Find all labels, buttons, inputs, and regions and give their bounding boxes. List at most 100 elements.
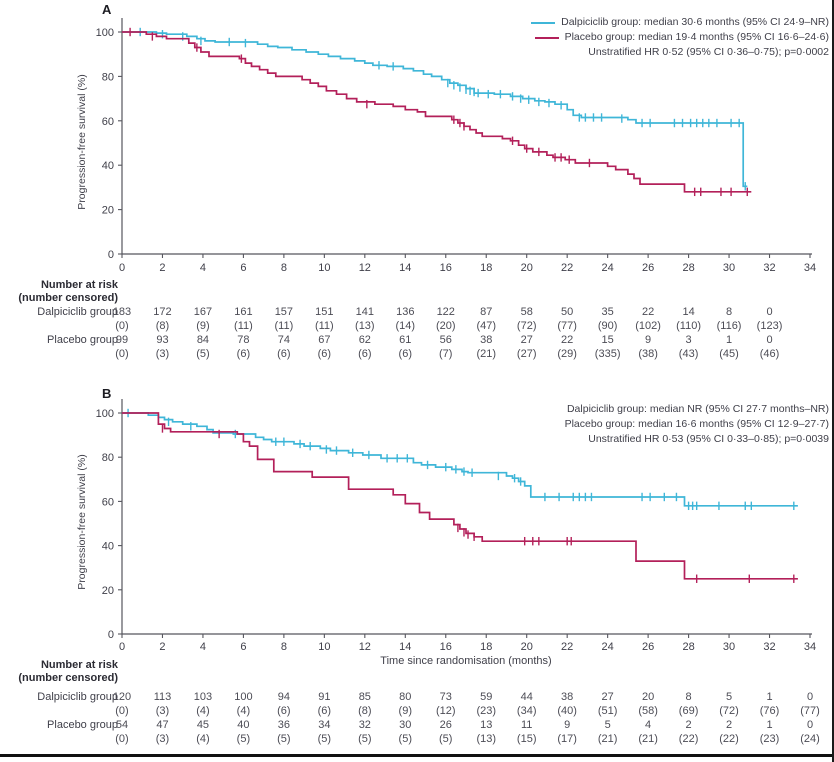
censored-value: (8) [155, 320, 170, 332]
at-risk-value: 5 [725, 691, 733, 703]
at-risk-value: 40 [237, 719, 250, 731]
censored-value: (77) [557, 320, 577, 332]
censored-value: (11) [274, 320, 294, 332]
at-risk-value: 20 [641, 691, 655, 703]
x-tick-label: 18 [480, 641, 492, 653]
legend-text: Placebo group: median 19·4 months (95% C… [564, 31, 829, 43]
at-risk-value: 120 [112, 691, 132, 703]
censored-value: (6) [317, 705, 332, 717]
at-risk-value: 13 [480, 719, 493, 731]
x-tick-label: 10 [318, 262, 330, 274]
censored-value: (38) [638, 348, 658, 360]
at-risk-value: 113 [153, 691, 172, 703]
y-tick-label: 60 [102, 116, 114, 128]
at-risk-value: 85 [358, 691, 371, 703]
at-risk-value: 99 [115, 334, 129, 346]
censored-value: (21) [638, 733, 658, 745]
x-tick-label: 28 [682, 641, 694, 653]
at-risk-value: 80 [399, 691, 412, 703]
placebo-line-swatch-icon [534, 36, 559, 39]
x-tick-label: 26 [642, 641, 654, 653]
at-risk-value: 44 [520, 691, 533, 703]
at-risk-value: 27 [520, 334, 533, 346]
y-tick-label: 0 [108, 249, 114, 261]
at-risk-value: 59 [480, 691, 493, 703]
at-risk-value: 30 [399, 719, 412, 731]
at-risk-value: 34 [318, 719, 331, 731]
at-risk-value: 5 [604, 719, 611, 731]
censored-value: (43) [678, 348, 699, 360]
at-risk-value: 45 [196, 719, 210, 731]
censored-value: (3) [155, 348, 170, 360]
x-tick-label: 10 [318, 641, 330, 653]
at-risk-value: 15 [601, 334, 614, 346]
at-risk-value: 93 [156, 334, 169, 346]
censored-value: (23) [759, 733, 780, 745]
km-curve-placebo-group [122, 31, 752, 193]
panel-b-label: B [102, 386, 112, 401]
y-tick-label: 80 [102, 452, 114, 464]
x-tick-label: 34 [804, 641, 816, 653]
censored-value: (13) [476, 733, 497, 745]
censored-value: (22) [719, 733, 739, 745]
x-tick-label: 32 [763, 262, 775, 274]
x-tick-label: 30 [723, 262, 735, 274]
censored-value: (110) [676, 320, 702, 332]
x-tick-label: 16 [440, 641, 452, 653]
censored-value: (72) [719, 705, 739, 717]
censored-value: (47) [476, 320, 497, 332]
bottom-rule [0, 754, 834, 757]
censored-value: (0) [115, 320, 129, 332]
x-tick-label: 14 [399, 262, 411, 274]
censored-value: (6) [358, 348, 372, 360]
censored-value: (5) [398, 733, 412, 745]
at-risk-value: 172 [153, 306, 172, 318]
x-tick-label: 12 [359, 262, 371, 274]
at-risk-header-line2-b: (number censored) [18, 672, 118, 684]
censored-value: (90) [597, 320, 618, 332]
at-risk-value: 157 [274, 306, 294, 318]
at-risk-value: 22 [641, 306, 655, 318]
x-tick-label: 8 [281, 641, 287, 653]
at-risk-value: 3 [685, 334, 692, 346]
censored-value: (29) [557, 348, 577, 360]
censored-value: (77) [800, 705, 820, 717]
legend-text: Dalpiciclib group: median NR (95% CI 27·… [566, 403, 829, 415]
censored-value: (9) [196, 320, 210, 332]
x-tick-label: 20 [521, 641, 533, 653]
censored-value: (17) [557, 733, 577, 745]
censored-value: (11) [234, 320, 253, 332]
censored-value: (5) [439, 733, 453, 745]
km-curve-dalpiciclib-group [122, 412, 798, 507]
at-risk-value: 0 [806, 691, 814, 703]
at-risk-value: 1 [766, 719, 773, 731]
censored-value: (40) [557, 705, 577, 717]
at-risk-value: 91 [318, 691, 331, 703]
x-tick-label: 4 [200, 641, 206, 653]
at-risk-value: 151 [315, 306, 334, 318]
right-rule [832, 0, 834, 762]
censored-value: (20) [435, 320, 456, 332]
censored-value: (123) [756, 320, 783, 332]
censored-value: (7) [439, 348, 453, 360]
panel-b-ylabel: Progression-free survival (%) [76, 454, 88, 590]
censored-value: (0) [115, 348, 129, 360]
at-risk-value: 73 [439, 691, 452, 703]
at-risk-value: 87 [480, 306, 493, 318]
censored-value: (5) [317, 733, 332, 745]
y-tick-label: 80 [102, 71, 114, 83]
censored-value: (3) [155, 733, 170, 745]
at-risk-value: 141 [355, 306, 374, 318]
at-risk-value: 0 [806, 719, 814, 731]
censored-value: (72) [516, 320, 537, 332]
x-tick-label: 12 [359, 641, 371, 653]
x-tick-label: 24 [602, 641, 614, 653]
x-tick-label: 30 [723, 641, 735, 653]
y-tick-label: 100 [96, 27, 114, 39]
censored-value: (76) [759, 705, 780, 717]
x-tick-label: 0 [119, 262, 125, 274]
censored-value: (34) [516, 705, 537, 717]
at-risk-value: 27 [601, 691, 614, 703]
censored-value: (13) [355, 320, 375, 332]
censored-value: (9) [398, 705, 412, 717]
